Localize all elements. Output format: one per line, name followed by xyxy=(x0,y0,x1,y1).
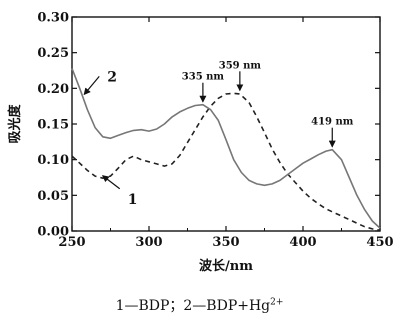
y-tick-label-4: 0.20 xyxy=(37,82,69,97)
annotation-label-2: 419 nm xyxy=(311,117,354,128)
x-axis-title: 波长/nm xyxy=(199,258,253,274)
legend-caption-text: 1—BDP；2—BDP+Hg xyxy=(115,298,271,314)
y-tick-label-2: 0.10 xyxy=(37,153,69,168)
series-2-line xyxy=(71,68,381,229)
x-tick-label-450: 450 xyxy=(366,235,393,250)
axis-ticks: 250 300 350 400 450 0.00 0.05 0.10 0.15 0.20 0.25 0… xyxy=(37,11,393,251)
curve-arrow-2 xyxy=(83,75,100,96)
curve-arrow-1 xyxy=(101,175,121,190)
x-tick-label-350: 350 xyxy=(212,235,239,250)
x-tick-label-400: 400 xyxy=(289,235,316,250)
y-axis-title: 吸光度 xyxy=(7,104,23,144)
y-tick-label-1: 0.05 xyxy=(37,189,69,204)
legend-caption-superscript: 2+ xyxy=(270,297,284,308)
y-tick-label-5: 0.25 xyxy=(37,46,69,61)
legend-caption: 1—BDP；2—BDP+Hg2+ xyxy=(0,295,399,315)
annotation-label-1: 359 nm xyxy=(219,60,262,71)
x-tick-label-300: 300 xyxy=(135,235,162,250)
curve-label-2: 2 xyxy=(107,69,117,85)
y-tick-label-0: 0.00 xyxy=(37,225,69,240)
y-tick-label-3: 0.15 xyxy=(37,118,69,133)
x-tick-label-250: 250 xyxy=(58,235,85,250)
y-tick-label-6: 0.30 xyxy=(37,11,69,26)
series-group xyxy=(71,68,381,232)
series-1-line xyxy=(71,92,381,232)
curve-label-1: 1 xyxy=(128,192,138,208)
annotation-label-0: 335 nm xyxy=(182,72,225,83)
